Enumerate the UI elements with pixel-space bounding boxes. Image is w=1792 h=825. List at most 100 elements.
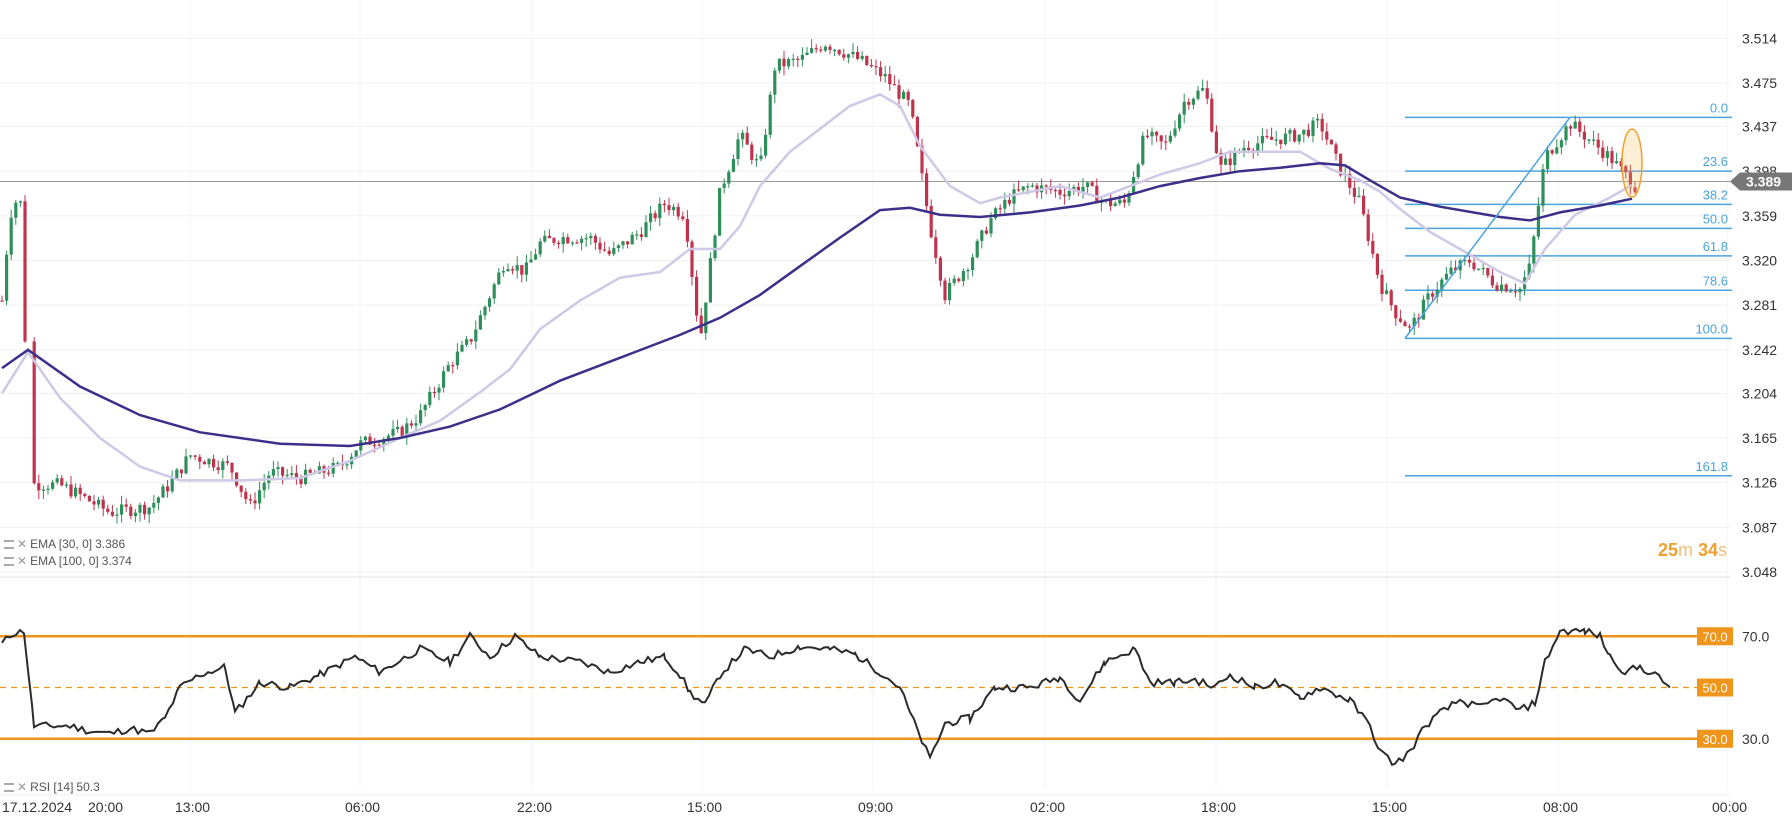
candle[interactable]: [5, 250, 9, 306]
candle[interactable]: [538, 238, 542, 258]
candle[interactable]: [1191, 97, 1195, 110]
candle[interactable]: [1449, 260, 1453, 276]
candle[interactable]: [1306, 123, 1310, 138]
candle[interactable]: [727, 169, 731, 188]
candle[interactable]: [1086, 182, 1090, 195]
candle[interactable]: [1380, 269, 1384, 302]
fibonacci-trend-line[interactable]: [1404, 116, 1571, 339]
candle[interactable]: [750, 141, 754, 165]
candle[interactable]: [1210, 93, 1214, 133]
candle[interactable]: [179, 469, 183, 479]
candle[interactable]: [1477, 268, 1481, 271]
candle[interactable]: [621, 240, 625, 249]
candle[interactable]: [580, 235, 584, 251]
candle[interactable]: [1168, 130, 1172, 144]
menu-icon[interactable]: [4, 556, 14, 566]
candle[interactable]: [1150, 127, 1154, 146]
candle[interactable]: [1403, 319, 1407, 327]
candle[interactable]: [124, 498, 128, 512]
candle[interactable]: [833, 48, 837, 57]
candle[interactable]: [156, 496, 160, 511]
candle[interactable]: [948, 277, 952, 305]
fibonacci-levels[interactable]: 0.0 23.6 38.2 50.0 61.8 78.6 100.0 161.8: [1405, 100, 1732, 477]
candle[interactable]: [97, 496, 101, 509]
candle[interactable]: [1067, 183, 1071, 201]
candle[interactable]: [446, 361, 450, 373]
candle[interactable]: [474, 320, 478, 349]
candle[interactable]: [391, 420, 395, 440]
candle[interactable]: [759, 147, 763, 162]
candle[interactable]: [1164, 134, 1168, 151]
candle[interactable]: [405, 417, 409, 445]
candle[interactable]: [106, 504, 110, 515]
candle[interactable]: [791, 53, 795, 67]
candle[interactable]: [400, 424, 404, 438]
candle[interactable]: [1596, 132, 1600, 155]
candle[interactable]: [37, 474, 41, 500]
candle[interactable]: [1196, 85, 1200, 101]
candle[interactable]: [115, 507, 119, 524]
candle[interactable]: [1297, 134, 1301, 145]
candle[interactable]: [1601, 140, 1605, 162]
candle[interactable]: [129, 503, 133, 520]
candle[interactable]: [1205, 80, 1209, 105]
candle[interactable]: [672, 203, 676, 216]
candle[interactable]: [1090, 180, 1094, 187]
close-icon[interactable]: ✕: [17, 554, 28, 568]
candle[interactable]: [543, 230, 547, 243]
candle[interactable]: [281, 466, 285, 485]
candle[interactable]: [1201, 79, 1205, 92]
candle[interactable]: [768, 91, 772, 139]
candle[interactable]: [1398, 309, 1402, 324]
candle[interactable]: [1610, 146, 1614, 170]
candle[interactable]: [83, 492, 87, 498]
candle[interactable]: [1228, 150, 1232, 173]
candle[interactable]: [432, 386, 436, 398]
candle[interactable]: [1592, 130, 1596, 146]
candle[interactable]: [1012, 183, 1016, 213]
candle[interactable]: [1251, 147, 1255, 159]
candle[interactable]: [207, 458, 211, 468]
candle[interactable]: [14, 200, 18, 225]
candle[interactable]: [736, 132, 740, 166]
candle[interactable]: [138, 502, 142, 522]
candle[interactable]: [1481, 262, 1485, 276]
candle[interactable]: [1214, 125, 1218, 155]
candle[interactable]: [1242, 139, 1246, 158]
candle[interactable]: [957, 277, 961, 283]
candle[interactable]: [805, 47, 809, 56]
candle[interactable]: [561, 232, 565, 253]
candle[interactable]: [524, 254, 528, 282]
candle[interactable]: [782, 51, 786, 76]
candle[interactable]: [796, 56, 800, 68]
candle[interactable]: [593, 233, 597, 250]
candle[interactable]: [906, 89, 910, 106]
candle[interactable]: [994, 206, 998, 220]
candle[interactable]: [777, 58, 781, 74]
candle[interactable]: [1260, 128, 1264, 152]
candle[interactable]: [800, 47, 804, 67]
candle[interactable]: [1113, 200, 1117, 207]
candle[interactable]: [1615, 152, 1619, 164]
candle[interactable]: [225, 455, 229, 466]
candle[interactable]: [1444, 267, 1448, 281]
candle[interactable]: [708, 252, 712, 303]
candle[interactable]: [566, 233, 570, 244]
candle[interactable]: [534, 248, 538, 261]
candle[interactable]: [1136, 162, 1140, 180]
candle[interactable]: [166, 479, 170, 498]
candle[interactable]: [823, 45, 827, 52]
candle[interactable]: [1325, 122, 1329, 145]
candle[interactable]: [653, 210, 657, 222]
candle[interactable]: [1357, 186, 1361, 198]
candle[interactable]: [1555, 139, 1559, 155]
candle[interactable]: [925, 168, 929, 213]
candle[interactable]: [570, 241, 574, 247]
candle[interactable]: [1495, 282, 1499, 292]
candle[interactable]: [828, 44, 832, 55]
candle[interactable]: [980, 229, 984, 249]
candle[interactable]: [1389, 288, 1393, 311]
candle[interactable]: [690, 239, 694, 286]
candle[interactable]: [938, 255, 942, 287]
candle[interactable]: [1288, 127, 1292, 142]
